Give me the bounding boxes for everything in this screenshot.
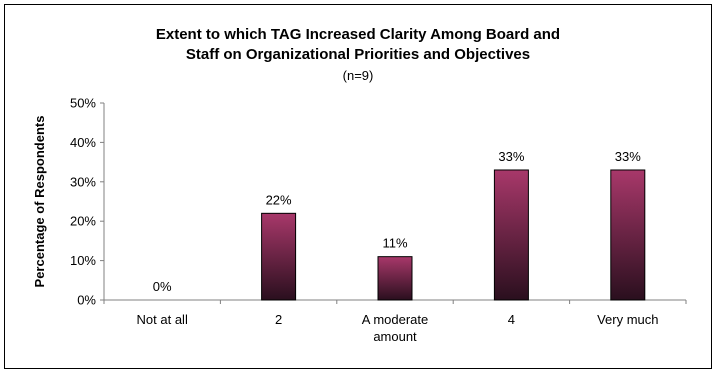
chart-subtitle: (n=9) (342, 68, 374, 83)
y-tick-label: 10% (70, 253, 96, 268)
chart-title-line-1: Extent to which TAG Increased Clarity Am… (155, 26, 561, 43)
bar (610, 169, 646, 301)
bar (493, 169, 529, 301)
y-tick-label: 30% (70, 174, 96, 189)
bar-chart-plot: 0%10%20%30%40%50%Percentage of Responden… (32, 96, 687, 344)
bar (261, 212, 297, 301)
x-tick-label: Very much (597, 312, 658, 327)
bar (377, 256, 413, 301)
chart-container: Extent to which TAG Increased Clarity Am… (4, 4, 712, 369)
y-axis-title: Percentage of Respondents (32, 116, 47, 288)
data-label: 0% (153, 279, 172, 294)
data-label: 22% (266, 192, 292, 207)
y-tick-label: 20% (70, 214, 96, 229)
x-tick-label: 4 (508, 312, 515, 327)
y-tick-label: 40% (70, 135, 96, 150)
data-label: 33% (615, 149, 641, 164)
x-tick-label: amount (373, 329, 417, 344)
y-tick-label: 0% (77, 293, 96, 308)
x-tick-label: A moderate (362, 312, 429, 327)
data-label: 33% (498, 149, 524, 164)
x-tick-label: Not at all (137, 312, 188, 327)
chart-title-line-2: Staff on Organizational Priorities and O… (185, 46, 531, 63)
y-tick-label: 50% (70, 96, 96, 111)
x-tick-label: 2 (275, 312, 282, 327)
data-label: 11% (382, 236, 407, 251)
